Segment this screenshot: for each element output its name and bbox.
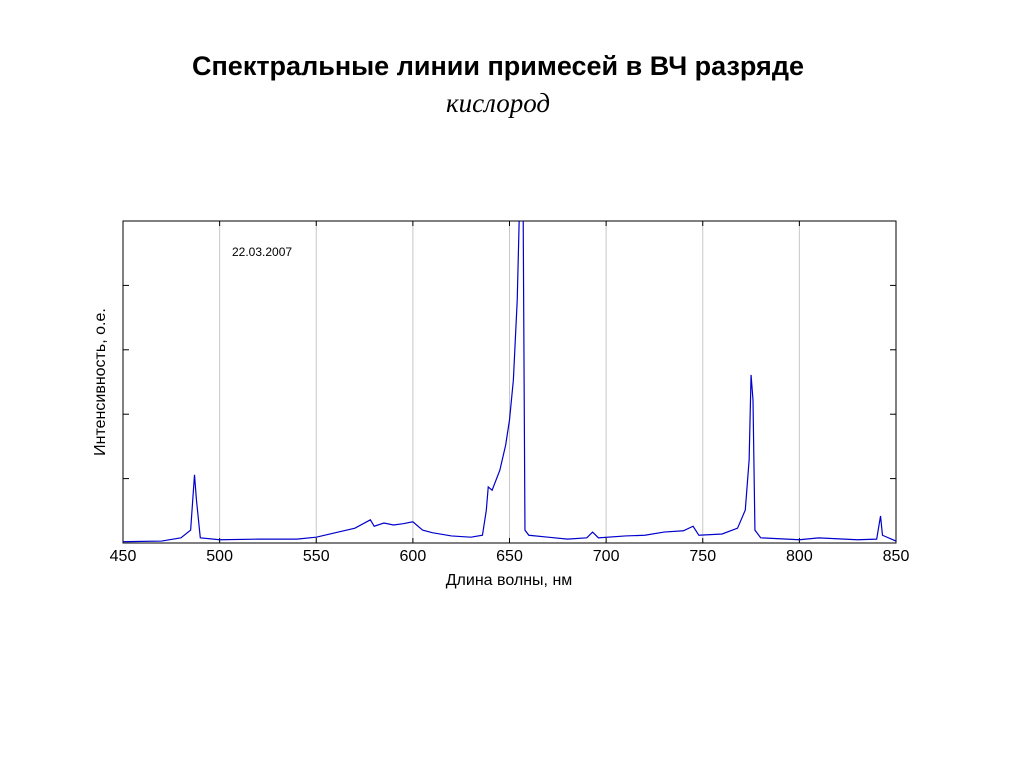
x-axis-label: Длина волны, нм	[446, 572, 573, 589]
x-tick-label: 600	[400, 548, 427, 565]
x-tick-label: 550	[303, 548, 330, 565]
x-tick-label: 700	[593, 548, 620, 565]
x-tick-label: 500	[206, 548, 233, 565]
x-tick-label: 650	[496, 548, 523, 565]
x-tick-label: 850	[883, 548, 910, 565]
plot-frame	[122, 220, 897, 544]
x-tick-label: 750	[689, 548, 716, 565]
chart-title: Спектральные линии примесей в ВЧ разряде	[192, 51, 804, 81]
annotation: 22.03.2007	[232, 245, 292, 259]
x-tick-label: 800	[786, 548, 813, 565]
y-axis-label: Интенсивность, о.е.	[92, 308, 109, 456]
x-tick-label: 450	[110, 548, 137, 565]
chart-subtitle: кислород	[446, 88, 550, 118]
spectrum-line	[123, 221, 896, 543]
